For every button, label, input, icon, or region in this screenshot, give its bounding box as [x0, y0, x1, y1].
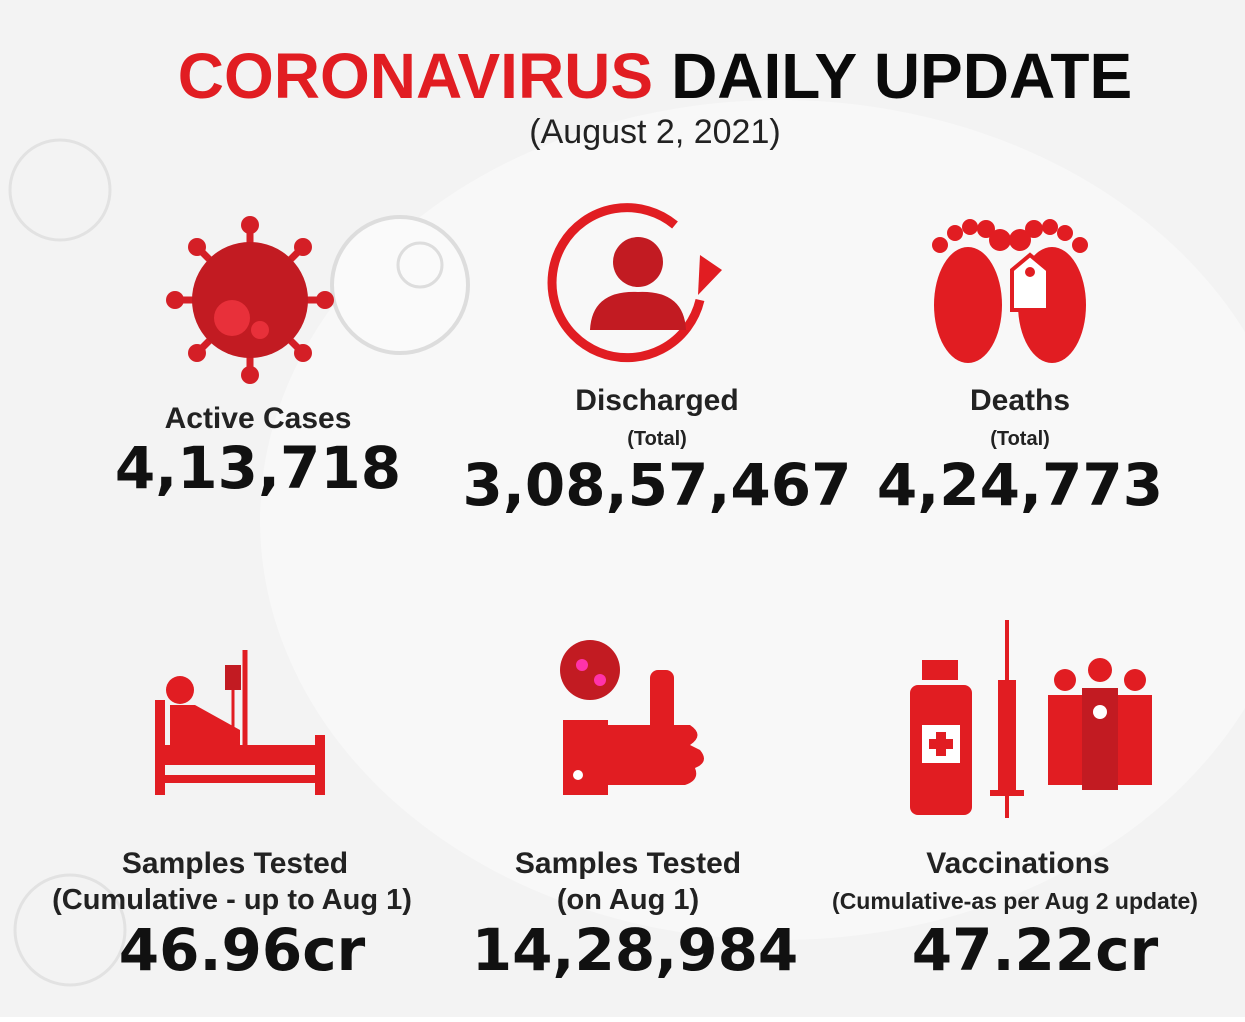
stat-note: (Cumulative - up to Aug 1): [52, 884, 412, 916]
stat-label: Samples Tested: [515, 847, 741, 880]
stat-note: (Total): [627, 428, 687, 450]
deaths-icon: [932, 219, 1088, 363]
stat-value: 3,08,57,467: [463, 451, 852, 519]
background-virus: [13, 873, 127, 987]
test-icon: [560, 640, 704, 795]
stat-label: Deaths: [970, 384, 1070, 417]
date: (August 2, 2021): [529, 113, 780, 151]
discharged-icon: [547, 203, 722, 363]
title-red: CORONAVIRUS: [178, 40, 653, 112]
stat-value: 46.96cr: [119, 916, 366, 984]
virus-icon: [166, 215, 470, 384]
stat-label: Discharged: [575, 384, 738, 417]
background-virus: [8, 138, 112, 242]
stat-note: (on Aug 1): [557, 884, 699, 916]
stat-label: Active Cases: [165, 402, 352, 435]
stat-value: 14,28,984: [472, 916, 799, 984]
title: CORONAVIRUS DAILY UPDATE: [178, 40, 1132, 112]
stat-value: 4,13,718: [115, 434, 401, 502]
bed-icon: [155, 650, 325, 795]
vaccine-icon: [910, 620, 1152, 818]
stat-label: Samples Tested: [122, 847, 348, 880]
stat-note: (Cumulative-as per Aug 2 update): [832, 888, 1198, 914]
title-black: DAILY UPDATE: [671, 40, 1132, 112]
stat-label: Vaccinations: [926, 847, 1109, 880]
stat-note: (Total): [990, 428, 1050, 450]
stat-value: 47.22cr: [912, 916, 1159, 984]
stat-value: 4,24,773: [877, 451, 1163, 519]
